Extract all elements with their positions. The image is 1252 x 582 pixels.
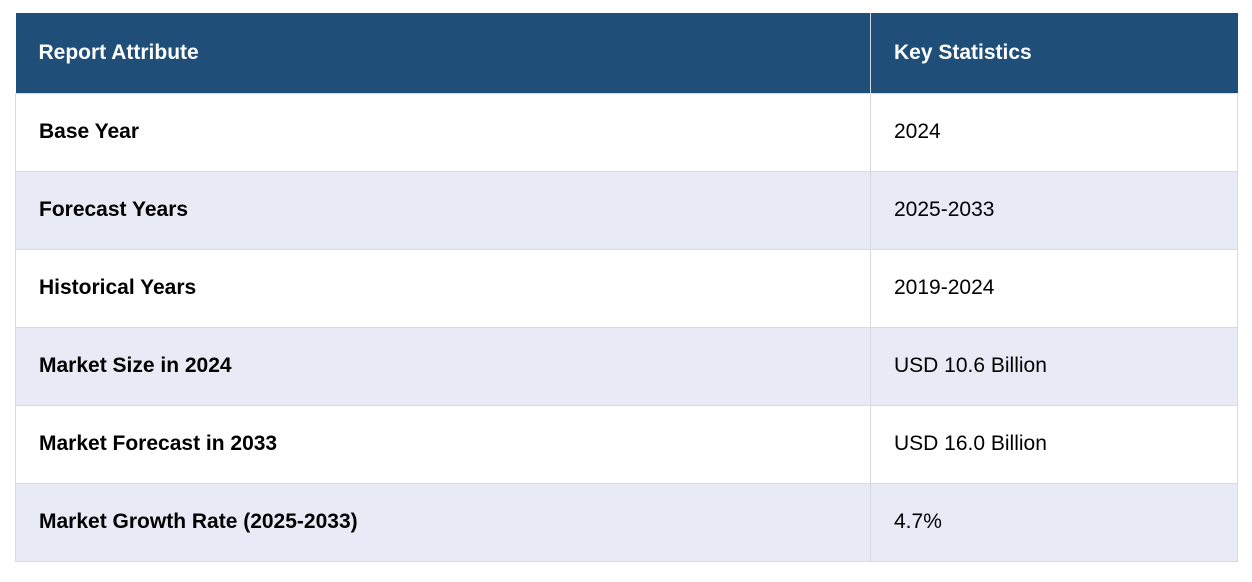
row-attribute-cell: Base Year	[15, 92, 871, 172]
column-header-attribute: Report Attribute	[15, 13, 871, 93]
row-value-cell: 2019-2024	[870, 248, 1238, 328]
table-header: Report Attribute Key Statistics	[15, 13, 1238, 93]
row-attribute-cell: Historical Years	[15, 248, 871, 328]
column-header-statistics: Key Statistics	[870, 13, 1238, 93]
row-value-cell: USD 10.6 Billion	[870, 326, 1238, 406]
table-row: Market Size in 2024 USD 10.6 Billion	[15, 326, 1238, 406]
report-statistics-table: Report Attribute Key Statistics Base Yea…	[15, 13, 1238, 562]
row-value-cell: 2025-2033	[870, 170, 1238, 250]
table-body: Base Year 2024 Forecast Years 2025-2033 …	[15, 92, 1238, 562]
table-row: Base Year 2024	[15, 92, 1238, 172]
row-value-cell: 4.7%	[870, 482, 1238, 562]
row-value-cell: USD 16.0 Billion	[870, 404, 1238, 484]
row-attribute-cell: Market Forecast in 2033	[15, 404, 871, 484]
table-row: Market Growth Rate (2025-2033) 4.7%	[15, 482, 1238, 562]
row-value-cell: 2024	[870, 92, 1238, 172]
row-attribute-cell: Market Growth Rate (2025-2033)	[15, 482, 871, 562]
table-row: Forecast Years 2025-2033	[15, 170, 1238, 250]
row-attribute-cell: Forecast Years	[15, 170, 871, 250]
table-header-row: Report Attribute Key Statistics	[15, 13, 1238, 93]
report-table-container: Report Attribute Key Statistics Base Yea…	[15, 13, 1238, 562]
table-row: Historical Years 2019-2024	[15, 248, 1238, 328]
row-attribute-cell: Market Size in 2024	[15, 326, 871, 406]
table-row: Market Forecast in 2033 USD 16.0 Billion	[15, 404, 1238, 484]
